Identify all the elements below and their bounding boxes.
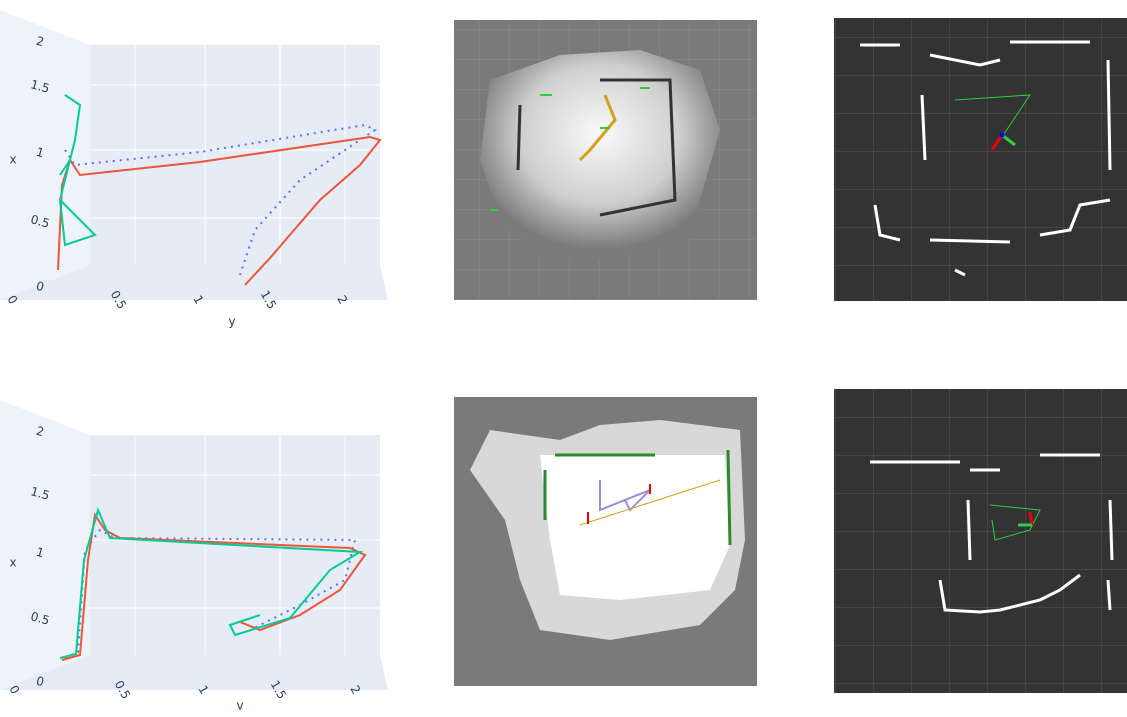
x-axis-label: x — [9, 153, 16, 167]
map-bottom-middle — [454, 397, 757, 686]
figure: 00.511.52x00.511.52y 00.511.52x00.511.52v — [0, 0, 1127, 713]
map-bottom-right — [834, 389, 1127, 693]
y-axis-label: y — [228, 315, 235, 329]
x-axis-label: x — [9, 556, 16, 570]
map-top-middle — [454, 20, 757, 300]
y-axis-label: v — [236, 699, 243, 713]
map-top-right — [834, 18, 1127, 301]
back-wall — [90, 45, 380, 265]
